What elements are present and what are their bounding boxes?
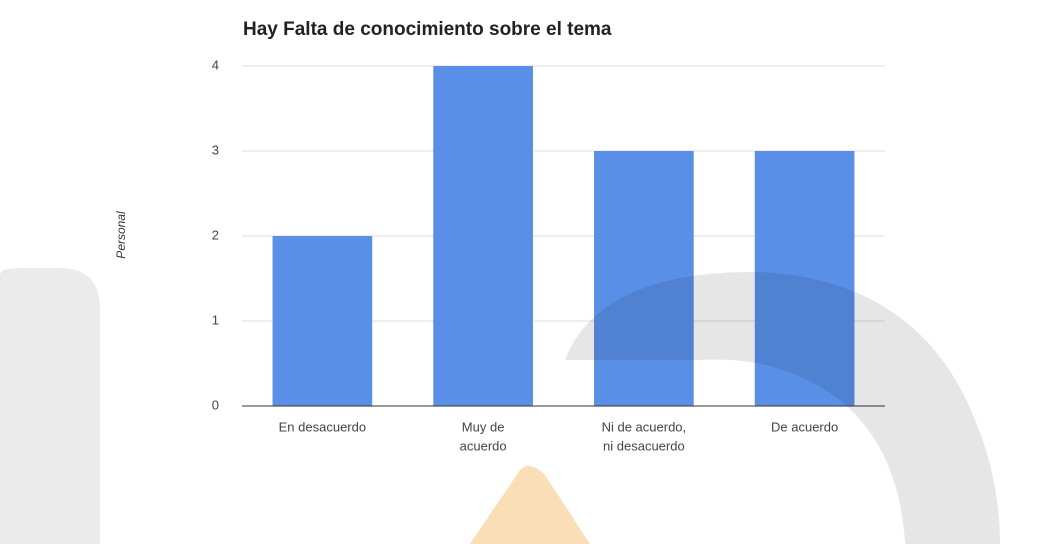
watermark-shape xyxy=(0,268,100,544)
watermark xyxy=(0,268,1000,544)
y-tick-label: 4 xyxy=(212,57,219,72)
x-tick-label: De acuerdo xyxy=(771,419,838,434)
plot-area: Hay Falta de conocimiento sobre el tema … xyxy=(114,19,885,453)
x-tick-label: acuerdo xyxy=(460,438,507,453)
y-tick-label: 2 xyxy=(212,227,219,242)
y-tick-label: 3 xyxy=(212,142,219,157)
y-tick-label: 1 xyxy=(212,312,219,327)
bar xyxy=(272,236,373,406)
y-tick-label: 0 xyxy=(212,397,219,412)
x-tick-label: En desacuerdo xyxy=(279,419,366,434)
chart-title: Hay Falta de conocimiento sobre el tema xyxy=(243,19,612,40)
bar xyxy=(433,66,533,406)
x-tick-label: Ni de acuerdo, xyxy=(602,419,687,434)
watermark-shape xyxy=(470,466,590,544)
x-tick-label: Muy de xyxy=(462,419,505,434)
y-axis-label: Personal xyxy=(114,211,128,259)
watermark-shape xyxy=(565,271,1000,544)
x-tick-label: ni desacuerdo xyxy=(603,438,685,453)
bar xyxy=(594,151,694,406)
